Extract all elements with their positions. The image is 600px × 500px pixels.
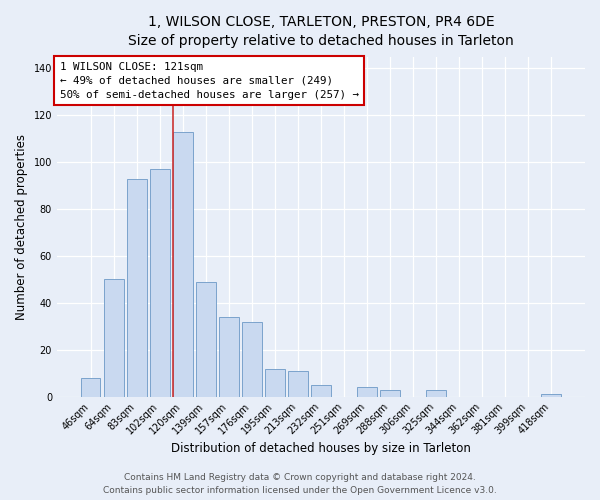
Bar	[104, 280, 124, 396]
Title: 1, WILSON CLOSE, TARLETON, PRESTON, PR4 6DE
Size of property relative to detache: 1, WILSON CLOSE, TARLETON, PRESTON, PR4 …	[128, 15, 514, 48]
Bar	[127, 178, 146, 396]
Bar	[288, 371, 308, 396]
Text: 1 WILSON CLOSE: 121sqm
← 49% of detached houses are smaller (249)
50% of semi-de: 1 WILSON CLOSE: 121sqm ← 49% of detached…	[59, 62, 359, 100]
X-axis label: Distribution of detached houses by size in Tarleton: Distribution of detached houses by size …	[171, 442, 471, 455]
Bar	[242, 322, 262, 396]
Bar	[81, 378, 100, 396]
Text: Contains HM Land Registry data © Crown copyright and database right 2024.
Contai: Contains HM Land Registry data © Crown c…	[103, 473, 497, 495]
Bar	[173, 132, 193, 396]
Bar	[196, 282, 215, 397]
Y-axis label: Number of detached properties: Number of detached properties	[15, 134, 28, 320]
Bar	[426, 390, 446, 396]
Bar	[380, 390, 400, 396]
Bar	[357, 388, 377, 396]
Bar	[541, 394, 561, 396]
Bar	[311, 385, 331, 396]
Bar	[219, 317, 239, 396]
Bar	[265, 368, 284, 396]
Bar	[150, 169, 170, 396]
